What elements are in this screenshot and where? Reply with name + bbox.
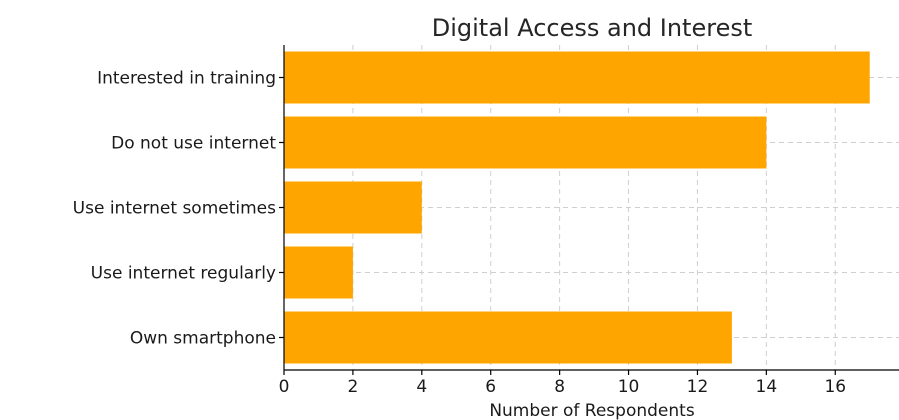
x-tick-label: 16 [824,377,846,397]
bar [284,311,732,364]
axes-layer [279,45,899,375]
category-label: Interested in training [97,69,276,89]
x-tick-label: 8 [554,377,565,397]
x-tick-label: 12 [687,377,709,397]
bar [284,246,353,299]
x-tick-label: 14 [756,377,778,397]
bar [284,51,870,104]
x-tick-label: 0 [279,377,290,397]
bar [284,181,422,234]
bars-layer [284,51,870,364]
labels-layer: 0 2 4 6 8 10 12 14 16 Own smartphone Use internet … [73,69,846,398]
chart-title: Digital Access and Interest [432,14,753,42]
x-tick-label: 2 [347,377,358,397]
category-label: Use internet regularly [91,264,276,284]
bar [284,116,767,169]
x-tick-label: 6 [485,377,496,397]
x-tick-label: 4 [416,377,427,397]
category-label: Do not use internet [111,134,276,154]
category-label: Use internet sometimes [73,199,276,219]
category-label: Own smartphone [130,329,276,349]
x-tick-label: 10 [618,377,640,397]
x-axis-title: Number of Respondents [489,401,695,420]
